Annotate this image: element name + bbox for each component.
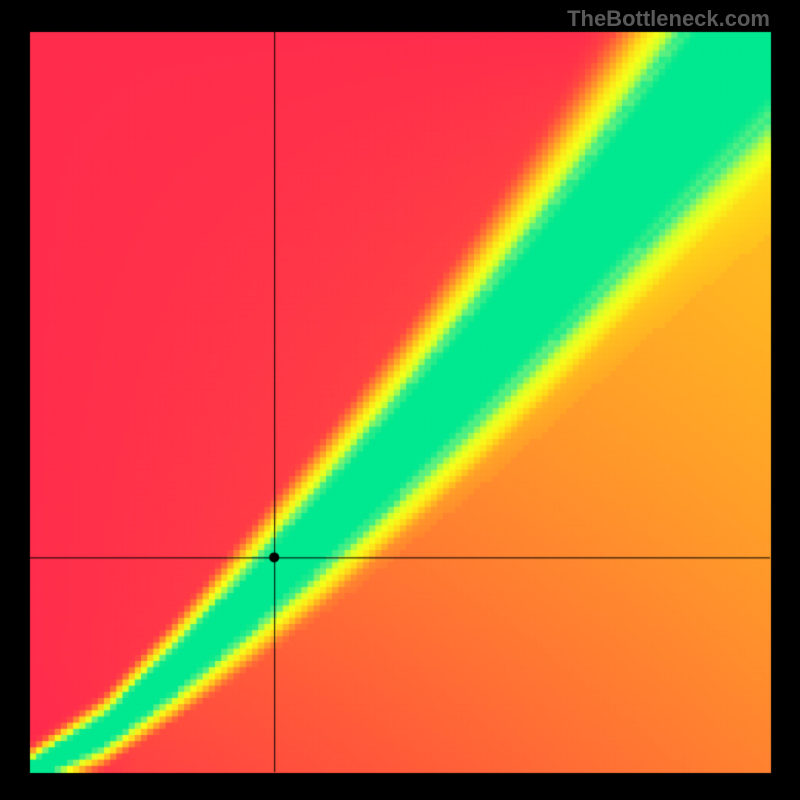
- bottleneck-heatmap: [0, 0, 800, 800]
- chart-container: TheBottleneck.com: [0, 0, 800, 800]
- watermark-text: TheBottleneck.com: [567, 6, 770, 32]
